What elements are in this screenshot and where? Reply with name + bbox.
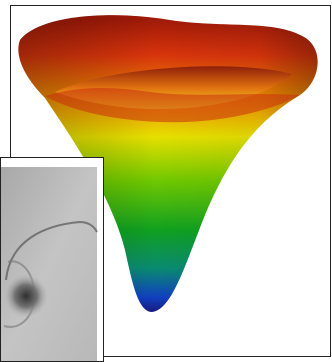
figure [0, 0, 332, 362]
page [0, 0, 332, 362]
inset-image [0, 157, 104, 362]
